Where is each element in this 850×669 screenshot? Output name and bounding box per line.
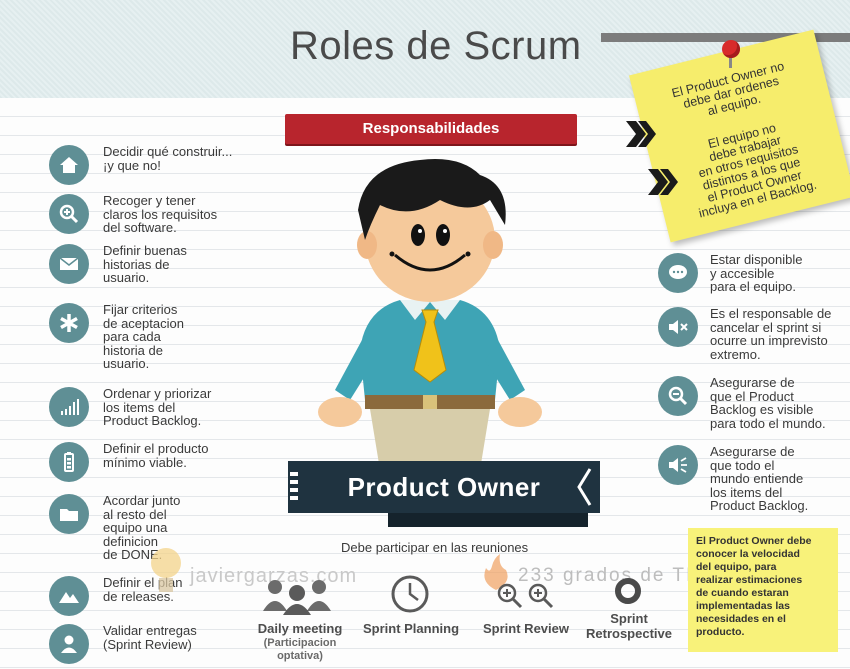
asterisk-icon [49,303,89,343]
page-title: Roles de Scrum [290,24,582,68]
mute-icon [658,307,698,347]
product-owner-banner [288,461,600,513]
battery-icon [49,442,89,482]
user-icon [49,624,89,664]
pin-stem [729,56,732,68]
product-owner-title: Product Owner [347,472,541,502]
meeting-label: Sprint Retrospective [586,611,672,641]
pushpin-icon [722,40,740,58]
bars-icon [49,387,89,427]
banner-stripes [290,472,298,500]
responsibility-item: Estar disponible y accesible para el equ… [658,253,803,294]
banner-chevron-left-icon [577,468,592,506]
header-rule [601,33,850,42]
item-text: Asegurarse de que todo el mundo entiende… [710,444,809,513]
responsibility-item: Asegurarse de que el Product Backlog es … [658,376,826,430]
responsibility-item: Ordenar y priorizar los items del Produc… [49,387,211,428]
meeting-sublabel: (Participacion optativa) [263,637,337,662]
item-text: Asegurarse de que el Product Backlog es … [710,375,826,431]
speaker-icon [658,445,698,485]
item-text: Estar disponible y accesible para el equ… [710,252,803,294]
responsibility-item: Recoger y tener claros los requisitos de… [49,194,217,235]
clock-icon [391,575,429,613]
magnifier-minus-icon [658,376,698,416]
product-owner-character [318,159,542,470]
watermark-left: javiergarzas.com [190,565,358,587]
meeting-label: Daily meeting [257,621,343,636]
chat-icon [658,253,698,293]
lightbulb-icon [151,548,181,592]
responsibility-item: Definir buenas historias de usuario. [49,244,187,285]
chevron-right-icon [648,169,678,195]
envelope-icon [49,244,89,284]
responsibility-item: Fijar criterios de aceptacion para cada … [49,303,184,371]
item-text: Es el responsable de cancelar el sprint … [710,306,832,362]
chevron-right-icon [626,121,656,147]
flame-icon [484,554,508,590]
responsabilidades-ribbon: Responsabilidades [285,114,577,144]
banner-shadow [388,513,588,527]
responsibility-item: Decidir qué construir... ¡y que no! [49,145,232,185]
responsibility-item: Definir el producto mínimo viable. [49,442,209,482]
watermark-right: 233 grados de TI [518,565,694,586]
house-icon [49,145,89,185]
double-magnifier-icon [497,583,554,609]
note-line-2: El equipo no debe trabajar en otros requ… [697,120,819,221]
item-text: Recoger y tener claros los requisitos de… [103,193,218,235]
folder-icon [49,494,89,534]
item-text: Ordenar y priorizar los items del Produc… [103,386,212,428]
item-text: Validar entregas (Sprint Review) [103,623,197,652]
meeting-label: Sprint Review [483,621,569,636]
item-text: Definir buenas historias de usuario. [103,243,187,285]
responsibility-item: Asegurarse de que todo el mundo entiende… [658,445,808,513]
responsibility-item: Es el responsable de cancelar el sprint … [658,307,831,361]
meeting-label: Sprint Planning [362,621,460,636]
mountain-icon [49,576,89,616]
item-text: Definir el producto mínimo viable. [103,441,209,470]
item-text: Fijar criterios de aceptacion para cada … [103,302,184,371]
people-icon [263,580,331,615]
item-text: Decidir qué construir... ¡y que no! [103,144,233,173]
magnifier-plus-icon [49,194,89,234]
ring-icon [615,578,641,604]
meetings-caption: Debe participar en las reuniones [341,540,529,555]
responsibility-item: Validar entregas (Sprint Review) [49,624,197,664]
velocity-note: El Product Owner debe conocer la velocid… [688,528,838,652]
